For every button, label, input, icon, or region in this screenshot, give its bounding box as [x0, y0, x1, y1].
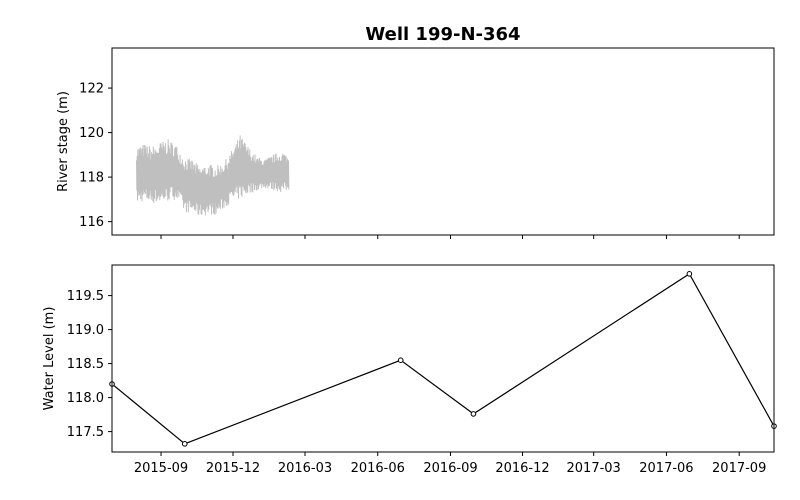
x-tick-label: 2017-06 — [639, 461, 693, 476]
x-tick-label: 2016-09 — [423, 461, 477, 476]
water-level-point — [470, 411, 477, 417]
x-tick-label: 2016-12 — [495, 461, 549, 476]
y-tick-label: 118 — [79, 171, 104, 186]
water-level-point — [686, 271, 693, 277]
y-tick-label: 116 — [79, 215, 104, 230]
y-tick-label: 119.5 — [67, 289, 104, 304]
y-tick-label: 122 — [79, 82, 104, 97]
x-tick-label: 2017-03 — [567, 461, 621, 476]
y-tick-label: 118.5 — [67, 357, 104, 372]
water-level-axes-frame — [111, 264, 775, 453]
water-level-point — [181, 441, 188, 447]
river-stage-series-line — [136, 135, 290, 216]
water-level-series-line — [111, 272, 775, 445]
river-stage-ylabel: River stage (m) — [56, 91, 71, 192]
water-level-ylabel: Water Level (m) — [42, 307, 57, 411]
y-tick-label: 117.5 — [67, 425, 104, 440]
y-tick-label: 118.0 — [67, 391, 104, 406]
river-stage-axes-frame — [111, 47, 775, 236]
x-tick-label: 2016-03 — [278, 461, 332, 476]
x-tick-label: 2015-09 — [134, 461, 188, 476]
chart-title: Well 199-N-364 — [365, 24, 520, 45]
x-tick-label: 2017-09 — [712, 461, 766, 476]
y-tick-label: 120 — [79, 126, 104, 141]
river-stage-panel: 116 118 120 122 River stage (m) — [56, 47, 775, 239]
x-tick-label: 2016-06 — [351, 461, 405, 476]
water-level-panel: 117.5 118.0 118.5 119.0 119.5 2015-09 2015-12… — [42, 264, 777, 476]
y-tick-label: 119.0 — [67, 323, 104, 338]
water-level-point — [397, 357, 404, 364]
x-tick-label: 2015-12 — [206, 461, 260, 476]
